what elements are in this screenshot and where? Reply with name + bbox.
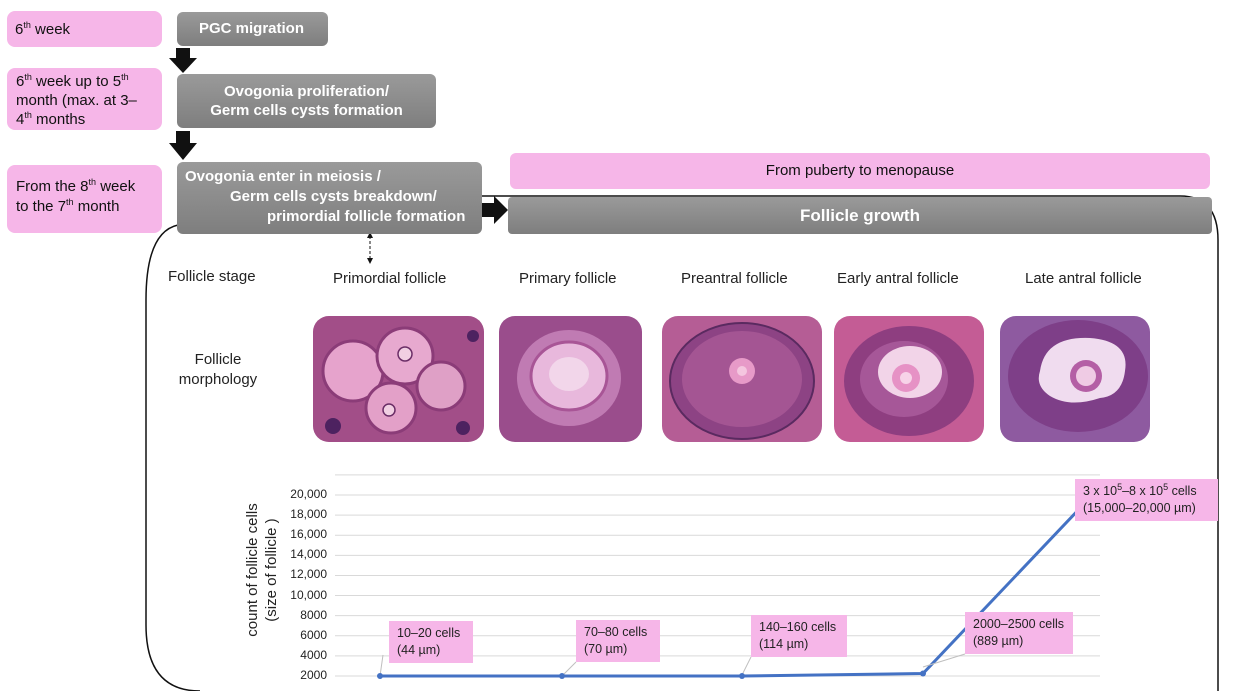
primary-follicle-image [499,316,642,442]
chart-point-2 [739,673,745,679]
arrow-right [482,196,508,224]
step-ovogonia-proliferation: Ovogonia proliferation/ Germ cells cysts… [177,74,436,128]
puberty-label: From puberty to menopause [510,153,1210,189]
chart-leader-line [561,661,577,677]
time-label-8th-week: From the 8th week to the 7th month [7,165,162,233]
stage-early-antral: Early antral follicle [837,270,959,287]
chart-leader-line [741,656,752,676]
stage-primordial: Primordial follicle [333,270,447,287]
annotation-primary: 70–80 cells (70 µm) [576,620,660,662]
arrow-down-2 [169,131,197,160]
chart-y-tick-label: 20,000 [290,487,327,501]
step-meiosis: Ovogonia enter in meiosis / Germ cells c… [177,162,482,234]
annotation-primordial: 10–20 cells (44 µm) [389,621,473,663]
chart-point-3 [920,670,926,677]
chart-y-tick-label: 2000 [300,668,327,682]
chart-y-tick-label: 18,000 [290,507,327,522]
step-pgc-migration: PGC migration [177,12,328,46]
chart-point-1 [559,673,565,679]
chart-y-tick-label: 4000 [300,647,327,662]
label-follicle-stage: Follicle stage [168,268,256,285]
chart-y-tick-label: 6000 [300,627,327,642]
chart-y-tick-label: 8000 [300,607,327,622]
chart-y-tick-label: 14,000 [290,547,327,562]
chart-y-tick-label: 16,000 [290,527,327,542]
stage-preantral: Preantral follicle [681,270,788,287]
label-follicle-morphology: Follicle morphology [178,351,258,388]
chart-y-tick-label: 10,000 [290,587,327,602]
time-label-6th-week: 6th week [7,11,162,47]
time-label-proliferation: 6th week up to 5th month (max. at 3– 4th… [7,68,162,130]
chart-leader-line [379,654,384,677]
chart-leader-line [922,653,966,668]
preantral-follicle-image [662,316,822,442]
annotation-preantral: 140–160 cells (114 µm) [751,615,847,657]
late-antral-follicle-image [1000,316,1150,442]
primordial-follicle-image [313,316,484,442]
stage-late-antral: Late antral follicle [1025,270,1142,287]
chart-point-0 [377,673,383,679]
follicle-growth-bar: Follicle growth [508,197,1212,234]
arrow-down-1 [169,48,197,73]
annotation-late-antral: 3 x 105–8 x 105 cells (15,000–20,000 µm) [1075,479,1218,521]
annotation-early-antral: 2000–2500 cells (889 µm) [965,612,1073,654]
chart-y-tick-label: 12,000 [290,567,327,582]
stage-primary: Primary follicle [519,270,617,287]
early-antral-follicle-image [834,316,984,442]
